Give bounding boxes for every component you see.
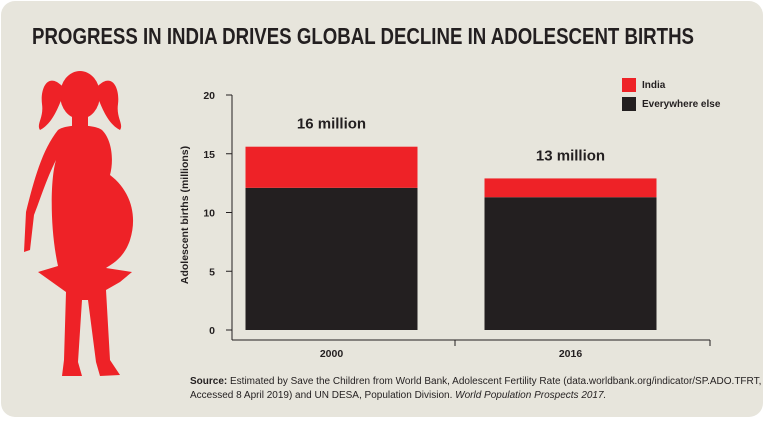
legend-label: Everywhere else bbox=[642, 99, 721, 110]
legend-swatch bbox=[622, 97, 636, 111]
y-tick-label: 10 bbox=[203, 208, 215, 220]
legend-swatch bbox=[622, 78, 636, 92]
source-text: Accessed 8 April 2019) and UN DESA, Popu… bbox=[190, 390, 452, 401]
x-tick-label: 2016 bbox=[559, 348, 583, 360]
y-tick-label: 0 bbox=[209, 325, 215, 337]
bar-segment bbox=[245, 187, 418, 330]
source-italic: World Population Prospects 2017. bbox=[455, 390, 606, 401]
y-tick-label: 5 bbox=[209, 266, 215, 278]
bar-segment bbox=[484, 178, 657, 198]
source-text: Estimated by Save the Children from Worl… bbox=[230, 376, 761, 387]
total-annotation: 16 million bbox=[297, 116, 366, 133]
legend-label: India bbox=[642, 80, 666, 91]
bar-segment bbox=[484, 197, 657, 330]
girl-silhouette bbox=[24, 71, 134, 376]
chart-title: PROGRESS IN INDIA DRIVES GLOBAL DECLINE … bbox=[32, 23, 694, 49]
total-annotation: 13 million bbox=[536, 147, 605, 164]
y-tick-label: 15 bbox=[203, 149, 215, 161]
y-tick-label: 20 bbox=[203, 90, 215, 102]
y-axis-label: Adolescent births (millions) bbox=[179, 146, 191, 284]
source-line: Accessed 8 April 2019) and UN DESA, Popu… bbox=[190, 390, 606, 401]
x-tick-label: 2000 bbox=[320, 348, 344, 360]
source-line: Source: Estimated by Save the Children f… bbox=[190, 376, 761, 387]
source-label: Source: bbox=[190, 376, 227, 387]
bar-segment bbox=[245, 146, 418, 188]
